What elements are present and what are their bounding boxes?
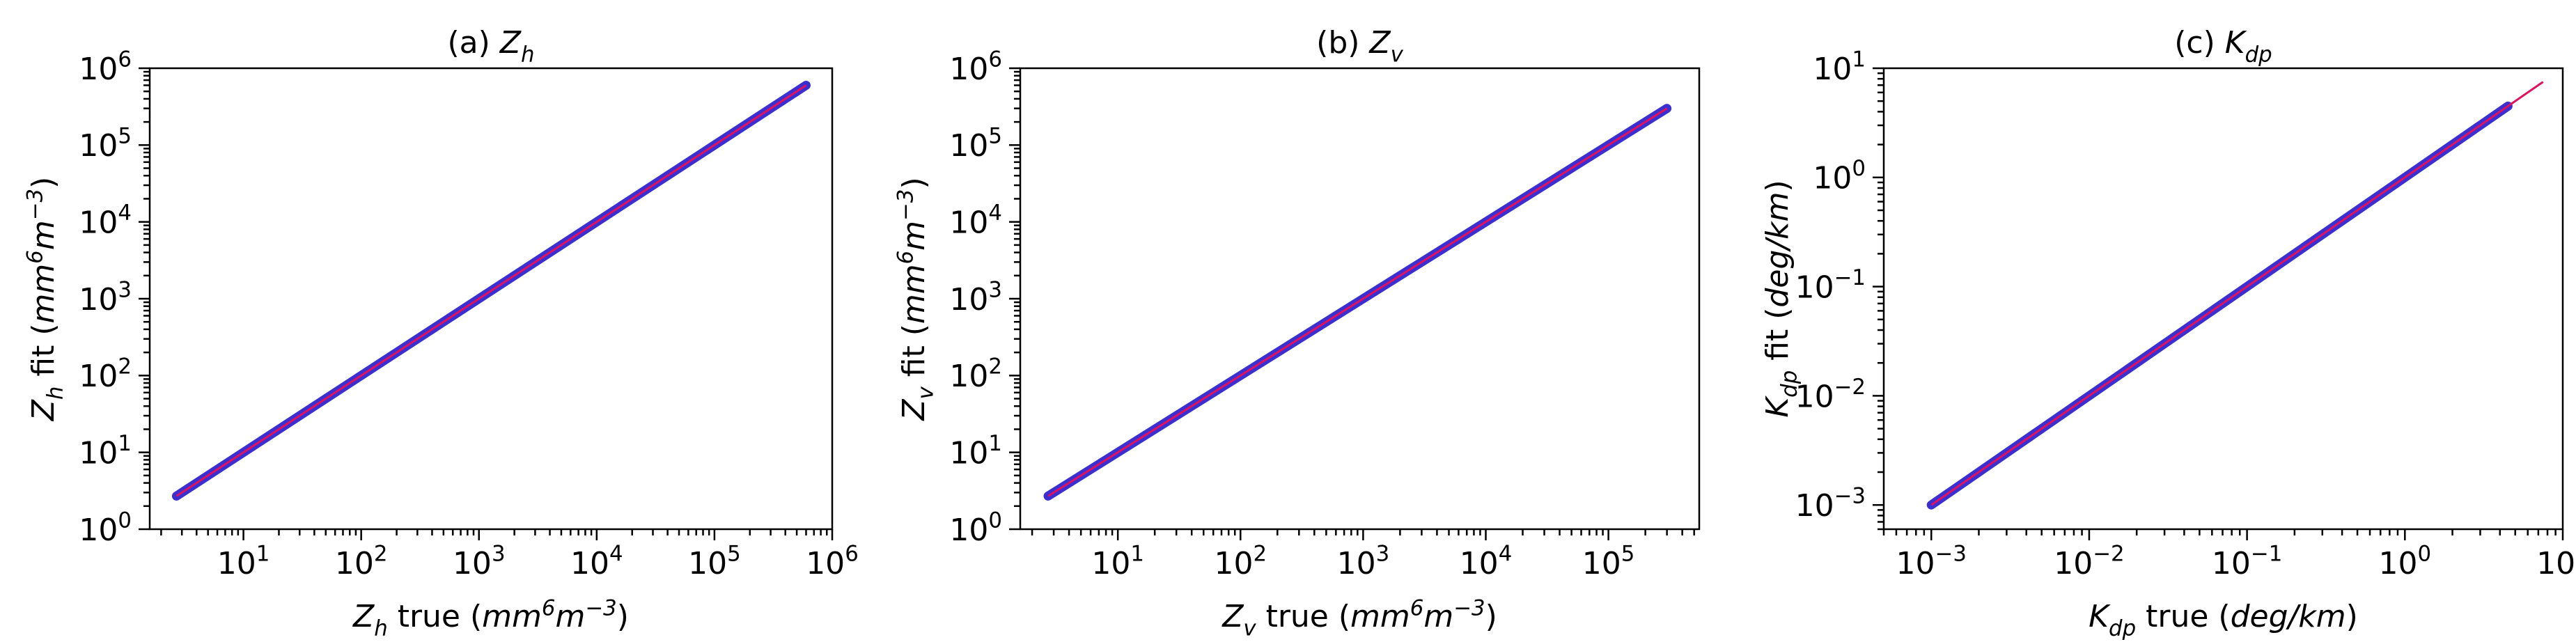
fit-line [1930, 81, 2544, 506]
y-tick-label: 10−1 [1795, 265, 1866, 305]
x-tick-label: 10−3 [1896, 542, 1967, 581]
panel-title: (a) Zh [448, 25, 535, 67]
y-tick-label: 106 [949, 47, 1002, 86]
y-tick-label: 104 [949, 201, 1002, 240]
x-tick-label: 105 [688, 542, 741, 581]
panel-1: 101 102 103 104 105 106 100 101 102 103 104 105 106 (… [22, 25, 859, 641]
axes-frame [148, 67, 834, 531]
x-tick-label: 100 [2379, 542, 2432, 581]
x-axis-label: Zv true (mm6m−3) [1221, 595, 1497, 641]
x-tick-label: 101 [2536, 542, 2576, 581]
fit-line [1047, 107, 1668, 497]
y-tick-label: 104 [79, 201, 132, 240]
y-tick-label: 105 [79, 124, 132, 164]
x-axis-label: Kdp true (deg/km) [2089, 599, 2358, 641]
y-tick-label: 101 [1813, 47, 1866, 86]
x-tick-label: 101 [217, 542, 270, 581]
y-tick-label: 101 [949, 431, 1002, 471]
y-tick-label: 100 [79, 508, 132, 547]
panel-3: 10−3 10−2 10−1 100 101 10−3 10−2 10−1 100 101 (c) … [1760, 25, 2576, 641]
x-tick-label: 104 [1460, 542, 1513, 581]
x-tick-label: 103 [1337, 542, 1390, 581]
y-tick-label: 106 [79, 47, 132, 86]
x-tick-label: 101 [1091, 542, 1144, 581]
panel-2: 101 102 103 104 105 100 101 102 103 104 105 106 (b) … [893, 25, 1701, 641]
x-tick-label: 102 [1214, 542, 1267, 581]
y-tick-label: 100 [1813, 156, 1866, 196]
y-tick-label: 102 [949, 354, 1002, 394]
x-tick-label: 10−2 [2054, 542, 2124, 581]
y-tick-label: 10−3 [1795, 484, 1866, 524]
x-axis-label: Zh true (mm6m−3) [352, 595, 629, 641]
x-tick-label: 10−1 [2212, 542, 2282, 581]
y-tick-label: 102 [79, 354, 132, 394]
axes-frame [1882, 67, 2564, 531]
y-axis-label: Kdp fit (deg/km) [1760, 180, 1802, 417]
x-tick-label: 105 [1582, 542, 1635, 581]
panel-title: (c) Kdp [2174, 25, 2272, 67]
axes-frame [1019, 67, 1701, 531]
y-axis-label: Zh fit (mm6m−3) [22, 177, 68, 422]
y-tick-label: 105 [949, 124, 1002, 164]
x-tick-label: 102 [335, 542, 388, 581]
y-tick-label: 101 [79, 431, 132, 471]
x-tick-label: 106 [806, 542, 859, 581]
y-tick-label: 103 [949, 277, 1002, 317]
y-tick-label: 103 [79, 277, 132, 317]
y-axis-label: Zv fit (mm6m−3) [893, 177, 938, 421]
x-tick-label: 103 [453, 542, 506, 581]
x-tick-label: 104 [570, 542, 623, 581]
fit-line [175, 84, 807, 497]
y-tick-label: 100 [949, 508, 1002, 547]
y-tick-label: 10−2 [1795, 375, 1866, 414]
panel-title: (b) Zv [1316, 25, 1403, 67]
